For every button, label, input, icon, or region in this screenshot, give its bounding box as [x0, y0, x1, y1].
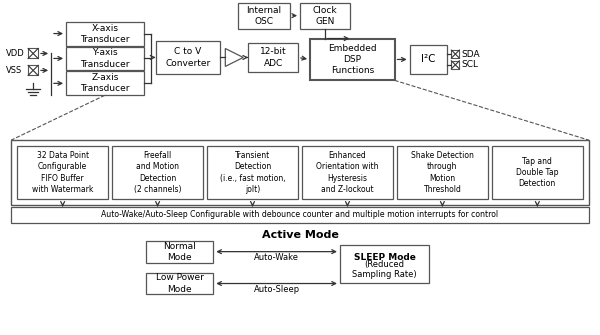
Bar	[207, 146, 298, 199]
Bar	[248, 43, 298, 72]
Bar	[302, 146, 393, 199]
Text: C to V
Converter: C to V Converter	[166, 48, 211, 68]
Text: SLEEP Mode
(Reduced
Sampling Rate): SLEEP Mode (Reduced Sampling Rate)	[0, 334, 1, 335]
Text: Normal
Mode: Normal Mode	[163, 242, 196, 262]
Text: Transient
Detection
(i.e., fast motion,
jolt): Transient Detection (i.e., fast motion, …	[220, 151, 286, 194]
Text: Z-axis
Transducer: Z-axis Transducer	[80, 73, 130, 93]
Bar	[451, 61, 460, 69]
Polygon shape	[226, 49, 243, 66]
Text: X-axis
Transducer: X-axis Transducer	[80, 23, 130, 44]
Bar	[11, 140, 589, 205]
Bar	[410, 45, 448, 74]
Text: Low Power
Mode: Low Power Mode	[155, 273, 203, 293]
Bar	[340, 245, 430, 282]
Bar	[310, 39, 395, 80]
Text: (Reduced
Sampling Rate): (Reduced Sampling Rate)	[352, 260, 417, 279]
Text: Internal
OSC: Internal OSC	[247, 6, 282, 26]
Bar	[300, 3, 350, 28]
Bar	[112, 146, 203, 199]
Bar	[17, 146, 108, 199]
Text: 32 Data Point
Configurable
FIFO Buffer
with Watermark: 32 Data Point Configurable FIFO Buffer w…	[32, 151, 94, 194]
Text: Auto-Sleep: Auto-Sleep	[254, 284, 299, 293]
Bar	[28, 49, 38, 58]
Text: Clock
GEN: Clock GEN	[313, 6, 337, 26]
Text: Embedded
DSP
Functions: Embedded DSP Functions	[328, 44, 377, 75]
Bar	[238, 3, 290, 28]
Bar	[397, 146, 488, 199]
Text: 12-bit
ADC: 12-bit ADC	[260, 48, 286, 68]
Text: Y-axis
Transducer: Y-axis Transducer	[80, 48, 130, 68]
Text: SDA: SDA	[461, 50, 480, 59]
Text: Tap and
Double Tap
Detection: Tap and Double Tap Detection	[516, 157, 559, 188]
Bar	[66, 47, 143, 70]
Bar	[451, 50, 460, 58]
Text: Freefall
and Motion
Detection
(2 channels): Freefall and Motion Detection (2 channel…	[134, 151, 181, 194]
Text: VSS: VSS	[6, 66, 22, 75]
Bar	[146, 241, 214, 263]
Text: Active Mode: Active Mode	[262, 230, 338, 240]
Bar	[146, 273, 214, 294]
Bar	[155, 41, 220, 74]
Text: Enhanced
Orientation with
Hysteresis
and Z-lockout: Enhanced Orientation with Hysteresis and…	[316, 151, 379, 194]
Text: Auto-Wake: Auto-Wake	[254, 253, 299, 262]
Text: SLEEP Mode: SLEEP Mode	[354, 253, 416, 262]
Text: I²C: I²C	[421, 55, 436, 64]
Bar	[492, 146, 583, 199]
Bar	[28, 65, 38, 75]
Text: SCL: SCL	[461, 60, 478, 69]
Bar	[66, 21, 143, 46]
Text: Auto-Wake/Auto-Sleep Configurable with debounce counter and multiple motion inte: Auto-Wake/Auto-Sleep Configurable with d…	[101, 210, 499, 219]
Text: VDD: VDD	[6, 49, 25, 58]
Text: Shake Detection
through
Motion
Threshold: Shake Detection through Motion Threshold	[411, 151, 474, 194]
Bar	[66, 71, 143, 95]
Bar	[11, 207, 589, 223]
